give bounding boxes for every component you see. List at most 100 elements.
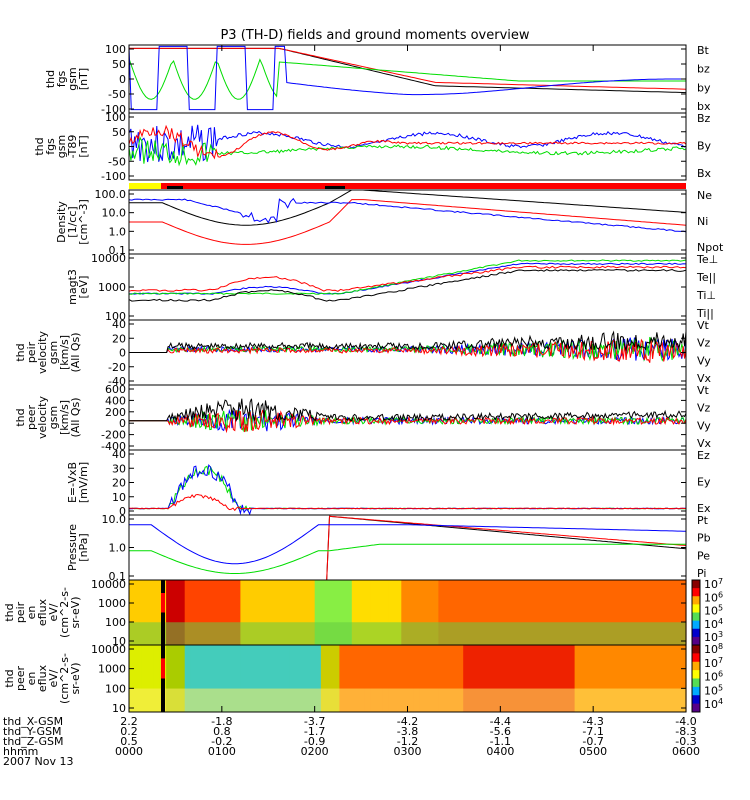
y-tick-label: 100 [105, 43, 126, 56]
y-axis-label: [nT] [77, 135, 90, 157]
y-axis-label: velocity [36, 396, 49, 439]
colorbar [692, 628, 700, 638]
y-tick-label: 200 [105, 406, 126, 419]
y-tick-label: 10000 [91, 643, 126, 656]
legend-ex: Ex [697, 502, 711, 515]
x-tick-label: 0400 [486, 745, 514, 758]
x-tick-label: -1.2 [397, 735, 418, 748]
x-tick-label: -0.3 [675, 735, 696, 748]
y-tick-label: 10 [112, 635, 126, 648]
y-tick-label: -20 [108, 361, 126, 374]
y-axis-label: [eV] [77, 276, 90, 299]
series-line [128, 136, 687, 167]
legend-ni: Ni [697, 215, 708, 228]
series-line [129, 409, 687, 434]
x-tick-label: -3.8 [397, 725, 418, 738]
y-axis-label: velocity [36, 331, 49, 374]
y-tick-label: 30 [112, 462, 126, 475]
y-axis-label: peer [25, 405, 38, 431]
y-axis-label: eflux [36, 664, 49, 692]
y-axis-label: [km/s] [58, 400, 71, 435]
legend-pe: Pe [697, 549, 710, 562]
y-axis-label: eflux [36, 598, 49, 626]
x-tick-label: 0.8 [213, 725, 231, 738]
y-axis-label: gsm [47, 341, 60, 364]
panel-frame [128, 112, 687, 181]
x-tick-label: -0.9 [304, 735, 325, 748]
y-tick-label: -100 [101, 103, 126, 116]
series-line [128, 197, 687, 233]
colorbar-label: 104 [704, 617, 723, 631]
colorbar [692, 596, 700, 605]
y-axis-label: sr-eV) [69, 662, 82, 694]
status-bar-yellow [129, 183, 161, 189]
legend-vx: Vx [697, 372, 712, 385]
legend-vt: Vt [697, 319, 710, 332]
y-axis-label: eV/ [47, 669, 60, 687]
y-tick-label: -50 [108, 88, 126, 101]
y-tick-label: 0 [119, 141, 126, 154]
legend-vz: Vz [697, 337, 711, 350]
y-axis-label: peir [14, 601, 27, 623]
x-tick-label: -1.7 [304, 725, 325, 738]
y-axis-label: gsm [66, 67, 79, 90]
colorbar [692, 678, 700, 688]
spectrogram-peir_en [129, 580, 687, 645]
legend-vy: Vy [697, 354, 711, 367]
y-axis-label: thd [14, 343, 27, 361]
y-tick-label: 0 [119, 347, 126, 360]
legend-te⊥: Te⊥ [696, 253, 718, 266]
x-tick-label: -0.2 [211, 735, 232, 748]
y-axis-label: (cm^2-s- [58, 653, 71, 704]
colorbar [692, 620, 700, 630]
legend-pt: Pt [697, 514, 709, 527]
y-axis-label: [1/cc] [66, 206, 79, 237]
status-mark [325, 186, 345, 189]
y-tick-label: 100 [105, 616, 126, 629]
x-tick-label: 0.2 [120, 725, 138, 738]
legend-pi: Pi [697, 567, 706, 580]
colorbar [692, 686, 700, 696]
colorbar-label: 106 [704, 590, 723, 604]
y-tick-label: -40 [108, 375, 126, 388]
y-tick-label: 400 [105, 394, 126, 407]
y-tick-label: 10000 [91, 578, 126, 591]
y-axis-label: -T89 [66, 135, 79, 159]
x-tick-label: -4.3 [582, 715, 603, 728]
x-axis-row-label: thd_Z-GSM [3, 735, 63, 748]
x-tick-label: -3.7 [304, 715, 325, 728]
y-tick-label: 1000 [98, 597, 126, 610]
colorbar [692, 703, 700, 713]
series-line [129, 338, 687, 363]
y-axis-label: Pressure [66, 524, 79, 571]
y-axis-label: (All Qs) [69, 332, 82, 372]
legend-by: By [697, 140, 712, 153]
series-line [128, 124, 687, 160]
y-tick-label: 50 [112, 58, 126, 71]
colorbar [692, 580, 700, 589]
x-tick-label: 0000 [115, 745, 143, 758]
y-tick-label: 0 [119, 73, 126, 86]
series-line [128, 268, 687, 302]
y-tick-label: 10 [112, 491, 126, 504]
status-bar [129, 183, 686, 189]
legend-vz: Vz [697, 402, 711, 415]
y-tick-label: 10.0 [102, 513, 127, 526]
y-tick-label: 20 [112, 477, 126, 490]
legend-bx: Bx [697, 167, 712, 180]
legend-ti⊥: Ti⊥ [696, 289, 716, 302]
y-axis-label: [nT] [77, 68, 90, 90]
x-tick-label: 0200 [301, 745, 329, 758]
x-tick-label: -4.4 [490, 715, 511, 728]
x-axis-row-label: hhmm [3, 745, 38, 758]
y-axis-label: thd [3, 603, 16, 621]
y-tick-label: 40 [112, 318, 126, 331]
y-tick-label: 100 [105, 682, 126, 695]
y-tick-label: 0.1 [109, 570, 127, 583]
legend-bz: bz [697, 63, 710, 76]
x-axis-row-label: thd_X-GSM [3, 715, 63, 728]
y-tick-label: 1.0 [109, 542, 127, 555]
y-axis-label: thd [44, 70, 57, 88]
series-line [128, 262, 687, 295]
status-mark [167, 186, 183, 189]
